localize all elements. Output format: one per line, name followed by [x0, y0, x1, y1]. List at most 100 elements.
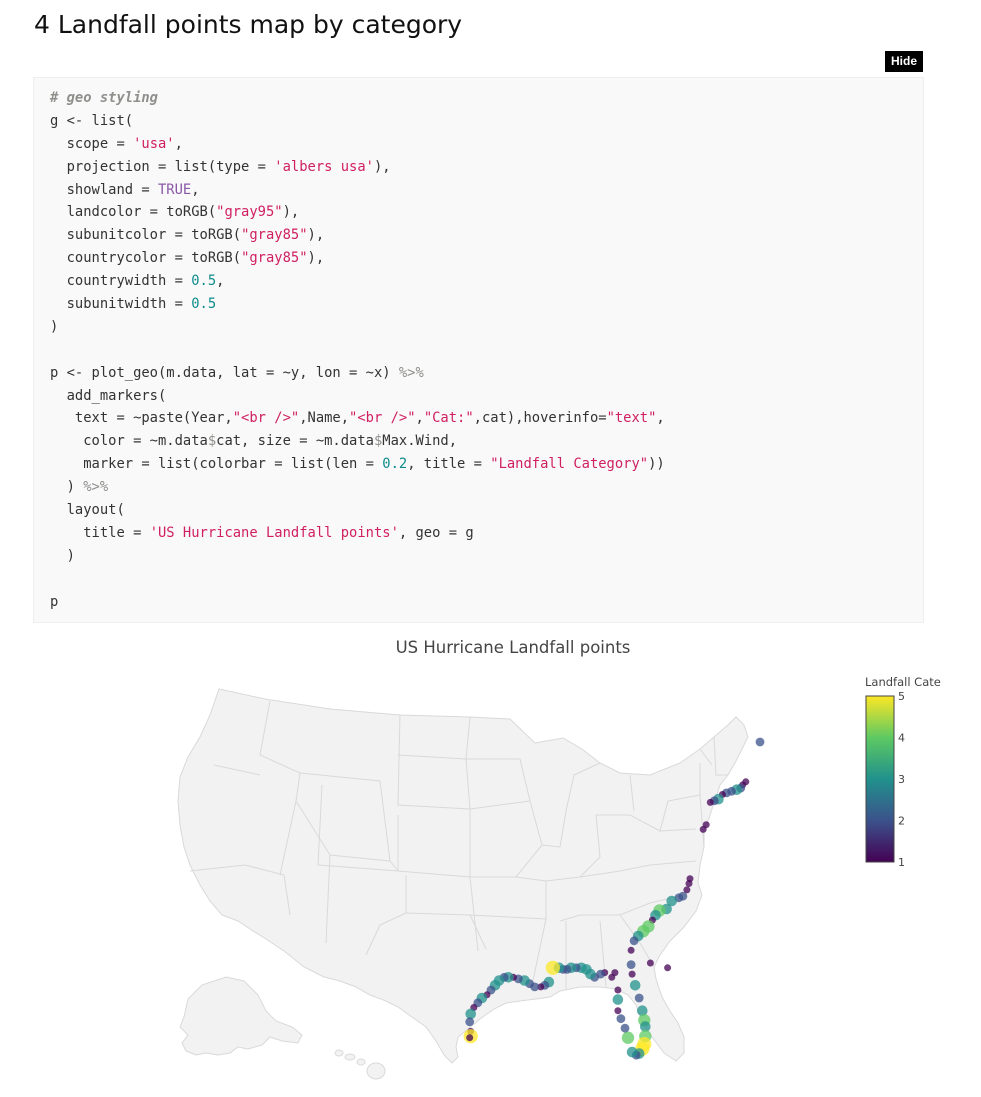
colorbar-ticks: 1 2 3 4 5 — [898, 690, 905, 869]
code-token: 0.5 — [191, 296, 217, 313]
code-token: , title = — [407, 456, 491, 473]
landfall-point[interactable] — [620, 1023, 630, 1033]
code-line: subunitcolor = toRGB("gray85"), — [50, 224, 923, 247]
code-token: Max.Wind, — [382, 433, 458, 450]
colorbar-tick-label: 3 — [898, 773, 905, 786]
code-token: marker = list(colorbar = list(len = — [50, 456, 383, 473]
code-token: "text" — [606, 410, 657, 427]
code-line: p <- plot_geo(m.data, lat = ~y, lon = ~x… — [50, 362, 923, 385]
hawaii-islands — [334, 1049, 386, 1080]
landfall-point[interactable] — [755, 737, 765, 747]
landfall-points-layer[interactable] — [463, 737, 765, 1060]
code-line: landcolor = toRGB("gray95"), — [50, 201, 923, 224]
colorbar-gradient — [865, 695, 895, 863]
code-token: )) — [648, 456, 665, 473]
code-token: , — [174, 135, 183, 152]
code-line: countrywidth = 0.5, — [50, 270, 923, 293]
landfall-point[interactable] — [611, 969, 619, 977]
code-token: TRUE — [157, 181, 192, 198]
landfall-point[interactable] — [666, 895, 677, 907]
code-token: g <- list( — [50, 112, 134, 129]
state-boundaries — [189, 700, 728, 989]
code-token: ), — [373, 158, 391, 175]
us-land-map — [177, 688, 749, 1080]
colorbar-tick-label: 2 — [898, 815, 905, 828]
code-line: countrycolor = toRGB("gray85"), — [50, 247, 923, 270]
code-token: 'albers usa' — [274, 158, 374, 175]
landfall-point[interactable] — [629, 980, 641, 991]
landfall-point[interactable] — [626, 960, 636, 969]
code-line: g <- list( — [50, 110, 923, 133]
code-token: color = ~m.data — [50, 433, 208, 450]
code-line: projection = list(type = 'albers usa'), — [50, 156, 923, 179]
code-token: ), — [307, 227, 325, 244]
code-token: , — [216, 273, 225, 290]
code-token: , — [415, 410, 424, 427]
landfall-point[interactable] — [629, 936, 639, 946]
code-token: "<br />" — [232, 410, 300, 427]
code-line — [50, 568, 923, 591]
code-token: 0.5 — [191, 273, 217, 290]
code-token: , — [656, 410, 665, 427]
code-token: ) — [50, 547, 75, 564]
landfall-point[interactable] — [537, 983, 545, 991]
code-token: %>% — [398, 364, 424, 381]
code-token: , geo = g — [398, 524, 474, 541]
landfall-point[interactable] — [706, 798, 714, 806]
landfall-point[interactable] — [634, 993, 644, 1003]
code-token: 'US Hurricane Landfall points' — [149, 524, 399, 541]
code-token: subunitcolor = toRGB( — [50, 227, 242, 244]
landfall-point[interactable] — [465, 1008, 477, 1020]
plot-container[interactable]: US Hurricane Landfall points — [0, 625, 981, 1097]
code-token: p — [50, 593, 59, 610]
code-token: subunitwidth = — [50, 296, 192, 313]
code-line: text = ~paste(Year,"<br />",Name,"<br />… — [50, 407, 923, 430]
hide-code-button[interactable]: Hide — [885, 51, 924, 72]
landfall-point[interactable] — [614, 986, 622, 994]
colorbar-tick-label: 1 — [898, 856, 905, 869]
landfall-point[interactable] — [664, 964, 672, 972]
landfall-point[interactable] — [612, 994, 624, 1005]
code-line: marker = list(colorbar = list(len = 0.2,… — [50, 453, 923, 476]
code-token: "gray85" — [241, 250, 308, 267]
code-token: # geo styling — [50, 90, 158, 106]
code-token: $ — [373, 433, 383, 450]
code-token: showland = — [50, 181, 158, 198]
code-line: scope = 'usa', — [50, 133, 923, 156]
landfall-point[interactable] — [465, 1017, 475, 1027]
landfall-point[interactable] — [621, 1031, 635, 1044]
landfall-point[interactable] — [640, 1021, 651, 1032]
code-token: ) — [50, 479, 84, 496]
landfall-point[interactable] — [545, 960, 561, 975]
landfall-point[interactable] — [616, 1014, 626, 1024]
code-token: "gray85" — [241, 227, 308, 244]
landfall-map[interactable]: US Hurricane Landfall points — [0, 625, 981, 1097]
code-line: ) — [50, 545, 923, 568]
code-token: title = — [50, 524, 150, 541]
landfall-point[interactable] — [628, 970, 636, 978]
code-token: ,cat),hoverinfo= — [473, 410, 607, 427]
code-token: "<br />" — [349, 410, 416, 427]
landfall-point[interactable] — [699, 825, 707, 833]
landfall-point[interactable] — [637, 1005, 648, 1016]
landfall-point[interactable] — [646, 959, 654, 967]
code-token: ), — [282, 204, 300, 221]
code-line: layout( — [50, 499, 923, 522]
landfall-point[interactable] — [626, 1046, 638, 1058]
code-token: add_markers( — [50, 387, 167, 404]
code-line: subunitwidth = 0.5 — [50, 293, 923, 316]
code-line: color = ~m.data$cat, size = ~m.data$Max.… — [50, 430, 923, 453]
code-line: add_markers( — [50, 385, 923, 408]
code-line — [50, 339, 923, 362]
code-token: p <- plot_geo(m.data, lat = ~y, lon = ~x… — [50, 364, 399, 381]
code-line: p — [50, 591, 923, 614]
code-token: landcolor = toRGB( — [50, 204, 217, 221]
code-line: ) %>% — [50, 476, 923, 499]
landfall-point[interactable] — [466, 1034, 474, 1042]
landfall-point[interactable] — [627, 946, 635, 954]
landfall-point[interactable] — [685, 880, 693, 887]
landfall-point[interactable] — [614, 1007, 622, 1015]
code-token: scope = — [50, 135, 134, 152]
colorbar-tick-label: 5 — [898, 690, 905, 703]
landfall-point[interactable] — [683, 886, 691, 894]
